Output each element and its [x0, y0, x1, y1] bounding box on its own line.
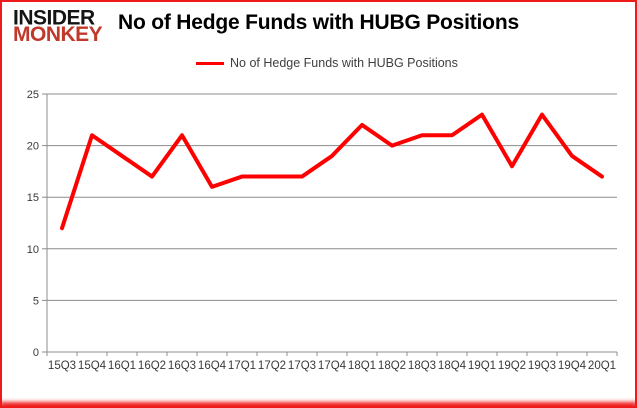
- x-tick-label: 18Q3: [408, 360, 436, 372]
- x-tick-label: 16Q3: [168, 360, 196, 372]
- x-tick-label: 19Q4: [558, 360, 587, 372]
- x-tick-label: 15Q3: [48, 360, 76, 372]
- x-tick-label: 19Q2: [498, 360, 526, 372]
- x-tick-label: 19Q1: [468, 360, 496, 372]
- y-tick-label: 0: [33, 347, 39, 359]
- x-tick-label: 16Q2: [138, 360, 166, 372]
- logo-insider-text: INSIDER: [13, 5, 95, 30]
- y-tick-label: 25: [27, 89, 39, 101]
- x-tick-label: 15Q4: [78, 360, 107, 372]
- x-tick-label: 18Q2: [378, 360, 406, 372]
- x-tick-label: 17Q3: [288, 360, 316, 372]
- insider-monkey-logo: INSIDER MONKEY: [13, 5, 103, 46]
- legend-line-swatch: [196, 61, 224, 65]
- x-tick-label: 16Q1: [108, 360, 136, 372]
- x-tick-label: 20Q1: [588, 360, 616, 372]
- x-tick-label: 18Q1: [348, 360, 376, 372]
- y-tick-label: 5: [33, 295, 39, 307]
- y-tick-label: 10: [27, 244, 39, 256]
- y-tick-label: 15: [27, 192, 39, 204]
- x-tick-label: 19Q3: [528, 360, 556, 372]
- y-tick-label: 20: [27, 141, 39, 153]
- x-tick-label: 17Q1: [228, 360, 256, 372]
- series-line-hubg: [60, 112, 604, 231]
- logo-monkey-text: MONKEY: [13, 23, 103, 46]
- chart-legend: No of Hedge Funds with HUBG Positions: [196, 56, 458, 70]
- chart-title: No of Hedge Funds with HUBG Positions: [118, 11, 519, 34]
- x-tick-label: 18Q4: [438, 360, 467, 372]
- x-tick-label: 17Q2: [258, 360, 286, 372]
- x-tick-label: 16Q4: [198, 360, 227, 372]
- legend-label: No of Hedge Funds with HUBG Positions: [230, 56, 458, 70]
- x-tick-label: 17Q4: [318, 360, 347, 372]
